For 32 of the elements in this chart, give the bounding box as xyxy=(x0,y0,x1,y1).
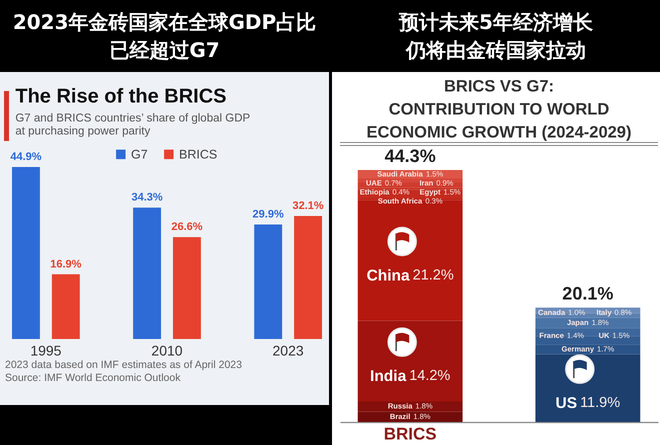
text: 预计未来5年经济增长仍将由金砖国家拉动 xyxy=(398,9,594,64)
total-label: 44.3% xyxy=(384,146,436,166)
source-note: Source: IMF World Economic Outlook xyxy=(5,372,182,385)
series-label: India xyxy=(370,368,407,386)
legend-label: G7 xyxy=(131,147,148,162)
x-tick-label: 2010 xyxy=(151,342,183,358)
data-label: 29.9% xyxy=(252,208,284,220)
bar xyxy=(12,167,40,339)
legend-label: BRICS xyxy=(179,147,218,162)
data-label: 16.9% xyxy=(50,258,82,270)
data-label: 44.9% xyxy=(10,151,42,163)
x-tick-label: 2023 xyxy=(272,342,304,358)
data-label: 11.9% xyxy=(580,395,620,412)
series-label: China xyxy=(366,267,410,284)
text: 2023年金砖国家在全球GDP占比已经超过G7 xyxy=(12,9,318,64)
text: 2023 data based on IMF estimates as of April 2023 xyxy=(5,359,242,372)
x-tick-label: 1995 xyxy=(30,342,62,358)
bar xyxy=(254,224,282,339)
series-label: US xyxy=(556,395,578,412)
bar xyxy=(133,208,162,339)
chart-subtitle: G7 and BRICS countries’ share of global GDP at purchasing power parity xyxy=(15,112,250,138)
bar xyxy=(52,274,80,339)
data-label: 34.3% xyxy=(131,192,163,204)
data-label: 26.6% xyxy=(171,221,203,234)
total-label: 20.1% xyxy=(562,284,614,304)
chart-title: BRICS VS G7: CONTRIBUTION TO WORLD ECONOMIC GROWTH (2024-2029) xyxy=(366,78,632,142)
chart-title: The Rise of the BRICS xyxy=(15,86,227,108)
data-label: 14.2% xyxy=(409,368,450,384)
data-label: 21.2% xyxy=(412,267,454,284)
bar xyxy=(172,237,201,339)
bar xyxy=(294,216,322,339)
data-label: 32.1% xyxy=(292,200,324,212)
